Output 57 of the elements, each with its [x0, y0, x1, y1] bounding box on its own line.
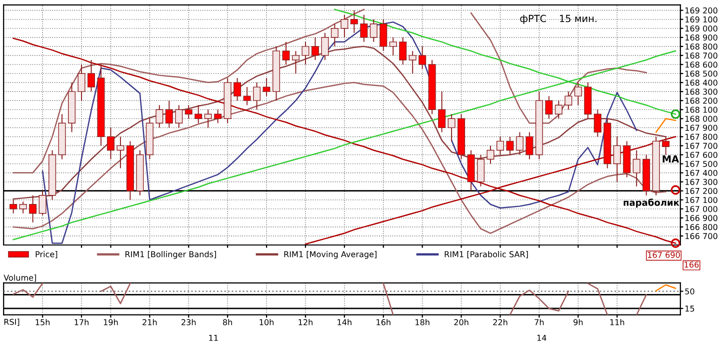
x-tick-label: 12h [298, 319, 312, 326]
y-tick-label: 169 200 [685, 7, 718, 14]
legend-label: RIM1 [Bollinger Bands] [125, 251, 216, 259]
x-tick-label: 14h [338, 319, 352, 326]
text: фРТС 15 мин. [520, 14, 596, 24]
y-tick-label: 166 700 [685, 233, 718, 240]
x-tick-label: 21h [142, 319, 157, 326]
y-tick-label: 168 100 [685, 106, 718, 113]
y-tick-label: 168 200 [685, 98, 718, 104]
x-tick-label: 10h [260, 319, 274, 326]
y-tick-label: 168 900 [685, 34, 718, 41]
y-tick-label: 50 [685, 288, 694, 294]
text: 166 [684, 262, 699, 268]
y-tick-label: 167 000 [685, 206, 718, 212]
y-tick-label: 167 800 [685, 134, 718, 140]
text: RSI] [4, 318, 20, 326]
y-tick-label: 167 100 [685, 196, 718, 204]
text: 14 [537, 334, 546, 341]
text: 167 690 [648, 252, 680, 258]
x-tick-label: 15h [36, 319, 50, 326]
y-tick-label: 15 [685, 306, 694, 312]
y-tick-label: 168 300 [685, 88, 718, 95]
y-tick-label: 167 200 [685, 188, 718, 194]
y-tick-label: 168 500 [685, 70, 718, 77]
legend-label: Price] [36, 251, 58, 258]
y-tick-label: 167 700 [685, 142, 718, 149]
annotation: MA [662, 155, 679, 162]
y-tick-label: 167 600 [685, 152, 718, 158]
x-tick-label: 17h [74, 319, 88, 326]
y-tick-label: 168 000 [685, 116, 718, 122]
y-tick-label: 167 500 [685, 160, 718, 167]
y-tick-label: 166 900 [685, 215, 718, 222]
y-tick-label: 169 100 [685, 16, 718, 23]
y-tick-label: 168 600 [685, 62, 718, 68]
chart-subtitle: Volume] [4, 274, 36, 282]
y-tick-label: 169 000 [685, 25, 718, 32]
x-tick-label: 8h [223, 319, 232, 326]
x-tick-label: 9h [574, 319, 583, 326]
x-tick-label: 20h [454, 319, 468, 326]
x-tick-label: 22h [493, 319, 508, 326]
x-tick-label: 11h [610, 319, 624, 326]
text: 11 [209, 334, 218, 341]
y-tick-label: 168 700 [685, 52, 718, 59]
legend-label: RIM1 [Parabolic SAR] [444, 251, 528, 258]
y-tick-label: 167 400 [685, 170, 718, 176]
y-tick-label: 167 300 [685, 178, 718, 185]
x-tick-label: 18h [416, 319, 430, 326]
y-tick-label: 168 400 [685, 80, 718, 86]
x-tick-label: 19h [104, 319, 118, 326]
y-tick-label: 167 900 [685, 124, 718, 131]
y-tick-label: 168 800 [685, 44, 718, 50]
legend-label: RIM1 [Moving Average] [284, 251, 376, 259]
x-tick-label: 7h [534, 319, 544, 326]
y-tick-label: 166 800 [685, 224, 718, 230]
x-tick-label: 23h [182, 319, 196, 326]
annotation: параболик [624, 198, 680, 208]
x-tick-label: 16h [376, 319, 390, 326]
